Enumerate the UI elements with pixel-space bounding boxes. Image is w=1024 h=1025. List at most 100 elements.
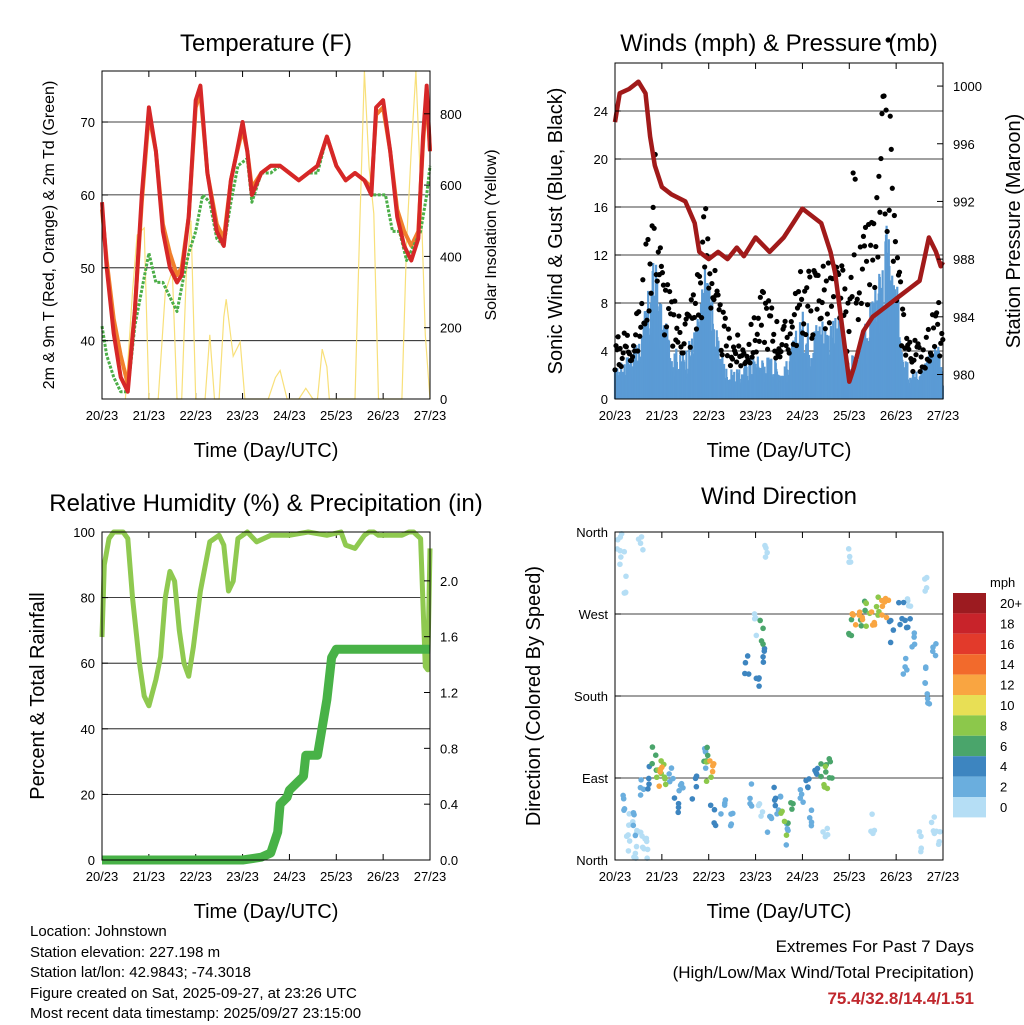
gust-point	[854, 296, 860, 302]
gust-point	[637, 333, 643, 339]
x-tick-label: 26/23	[880, 869, 913, 884]
gust-point	[904, 335, 910, 341]
gust-point	[889, 185, 895, 191]
gust-point	[857, 244, 863, 250]
gust-point	[770, 338, 776, 344]
direction-point	[662, 775, 668, 782]
gust-point	[917, 368, 923, 375]
gust-point	[648, 290, 654, 296]
recent-text: Most recent data timestamp: 2025/09/27 2…	[30, 1005, 362, 1022]
legend-label: 14	[1000, 657, 1014, 672]
gust-point	[843, 309, 849, 315]
gust-point	[638, 324, 644, 330]
direction-point	[711, 806, 718, 813]
legend-swatch	[953, 633, 986, 655]
gust-point	[707, 271, 713, 277]
direction-point	[918, 845, 925, 852]
gust-point	[787, 331, 793, 337]
y2-tick-label: 200	[440, 321, 462, 336]
gust-point	[764, 346, 771, 352]
legend-swatch	[953, 756, 986, 777]
direction-point	[631, 811, 637, 818]
direction-point	[623, 833, 630, 840]
gust-point	[892, 239, 898, 245]
gust-point	[864, 302, 871, 308]
gust-point	[916, 344, 922, 350]
direction-point	[922, 664, 929, 670]
direction-point	[879, 612, 885, 618]
gust-point	[639, 300, 645, 307]
direction-point	[869, 622, 876, 628]
direction-point	[924, 691, 931, 697]
direction-point	[781, 818, 788, 825]
gust-point	[753, 349, 759, 355]
gust-point	[815, 272, 821, 278]
direction-point	[764, 829, 771, 835]
gust-point	[842, 286, 848, 292]
gust-point	[664, 282, 671, 288]
gust-point	[765, 298, 772, 304]
humidity-precip-panel: Relative Humidity (%) & Precipitation (i…	[27, 490, 483, 923]
direction-point	[907, 615, 913, 622]
y-tick-label: 20	[81, 787, 95, 802]
plot-frame	[614, 62, 944, 400]
gust-point	[806, 268, 812, 274]
direction-point	[760, 654, 766, 660]
y-tick-label: 60	[81, 188, 95, 203]
latlon-text: Station lat/lon: 42.9843; -74.3018	[30, 964, 252, 981]
direction-point	[751, 611, 758, 617]
legend-label: 20+	[1000, 596, 1022, 611]
gust-point	[727, 362, 734, 369]
gust-point	[906, 346, 912, 352]
direction-point	[887, 639, 894, 646]
direction-point	[849, 611, 856, 617]
gust-point	[884, 228, 890, 235]
direction-point	[693, 783, 700, 790]
legend-label: 18	[1000, 616, 1014, 631]
direction-point	[772, 802, 779, 809]
direction-point	[744, 653, 751, 659]
direction-point	[623, 573, 629, 580]
gust-point	[773, 355, 779, 361]
y-tick-label: 80	[81, 591, 95, 606]
direction-point	[678, 780, 685, 787]
gust-point	[901, 311, 907, 318]
direction-point	[904, 667, 910, 673]
direction-point	[689, 796, 696, 802]
legend-label: 10	[1000, 698, 1014, 713]
gust-point	[705, 236, 711, 242]
gust-point	[675, 339, 681, 345]
gust-point	[618, 363, 624, 370]
x-tick-label: 24/23	[273, 869, 306, 884]
y-axis-label: Percent & Total Rainfall	[27, 592, 49, 800]
y2-tick-label: 0	[440, 392, 447, 407]
gust-point	[718, 347, 724, 353]
gust-point	[630, 343, 637, 349]
direction-point	[626, 811, 633, 817]
x-axis-label: Time (Day/UTC)	[194, 440, 339, 462]
y-tick-label: North	[576, 525, 608, 540]
direction-point	[671, 795, 678, 801]
gust-point	[736, 343, 742, 349]
direction-point	[869, 811, 875, 817]
gust-point	[748, 321, 754, 327]
x-tick-label: 23/23	[739, 408, 772, 423]
direction-point	[747, 795, 753, 802]
gust-point	[890, 258, 896, 264]
gust-point	[640, 277, 646, 283]
gust-point	[756, 338, 762, 344]
gust-point	[871, 221, 877, 227]
direction-point	[756, 683, 762, 689]
gust-point	[798, 296, 805, 302]
direction-point	[883, 614, 890, 621]
gust-point	[796, 302, 803, 308]
gust-point	[747, 360, 753, 366]
direction-point	[911, 630, 918, 636]
direction-point	[617, 534, 624, 540]
gust-point	[870, 257, 876, 263]
gust-point	[725, 326, 731, 332]
gust-point	[720, 309, 726, 315]
direction-point	[653, 774, 660, 781]
direction-point	[848, 632, 855, 639]
direction-point	[747, 800, 753, 807]
